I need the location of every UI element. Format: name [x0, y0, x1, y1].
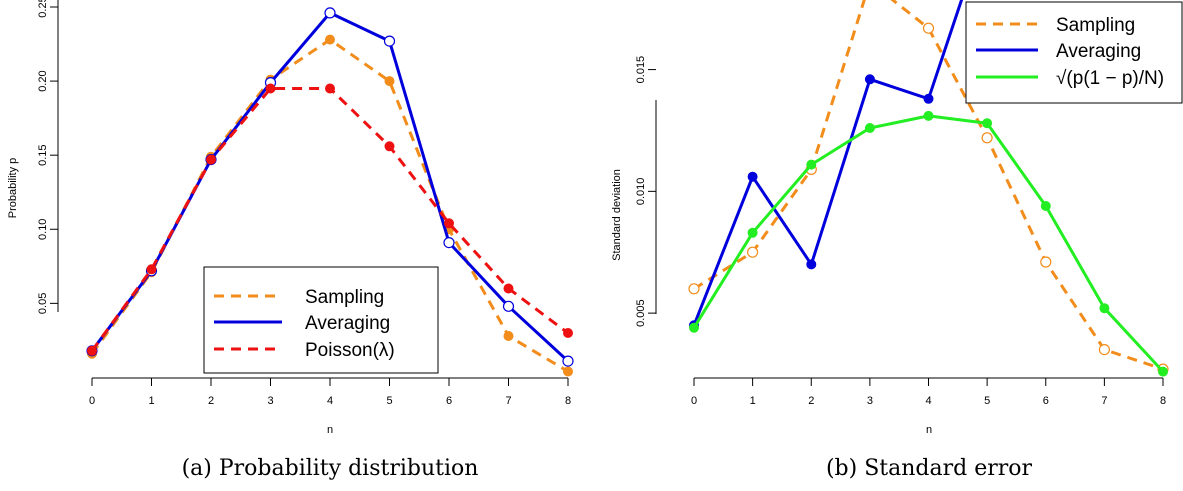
panel-a-series-1-point	[324, 7, 336, 19]
panel-b-x-tick-label: 2	[808, 395, 814, 407]
panel-a-y-axis-title: Probability p	[7, 158, 19, 219]
panel-a-x-tick-label: 0	[89, 395, 95, 407]
panel-b-x-axis-title: n	[926, 424, 932, 436]
panel-a-x-tick-label: 2	[208, 395, 214, 407]
panel-a-x-tick-label: 4	[327, 395, 333, 407]
panel-b: 0.005 0.010 0.015 Standard deviation 0 1 2 3 4…	[611, 0, 1183, 481]
panel-a-y-tick-label: 0.25	[37, 0, 49, 18]
panel-b-series-2-point	[1158, 366, 1168, 377]
panel-a-series-2-point	[503, 283, 514, 294]
panel-a-x-tick-label: 5	[386, 395, 392, 407]
panel-a-series-0-point	[503, 331, 514, 341]
panel-a-series-0-point	[384, 76, 395, 87]
panel-b-series-1-point	[864, 74, 875, 85]
panel-a-y-tick-label: 0.20	[37, 70, 49, 91]
panel-a-series-2-point	[384, 141, 395, 152]
panel-b-x-tick-label: 3	[867, 395, 873, 407]
panel-b-legend-label-sampling: Sampling	[1056, 15, 1135, 36]
panel-a-x-tick-label: 8	[565, 395, 571, 407]
panel-b-x-tick-label: 6	[1043, 395, 1049, 407]
panel-a-series-2-point	[206, 154, 216, 165]
panel-b-series-1-point	[923, 93, 934, 104]
panel-a-x-axis-title: n	[327, 424, 333, 436]
panel-b-series-2-point	[1040, 201, 1051, 211]
panel-b-y-tick-label: 0.015	[635, 56, 647, 84]
panel-a-series-0-point	[563, 366, 573, 377]
panel-a-bottom-axis: 0 1 2 3 4 5 6 7 8 n	[89, 377, 571, 436]
panel-b-y-axis-title: Standard deviation	[611, 169, 623, 261]
panel-b-y-tick-label: 0.005	[635, 299, 647, 327]
panel-b-series-0-point	[1098, 344, 1111, 356]
panel-a-legend-label-poisson: Poisson(λ)	[305, 340, 395, 361]
panel-b-caption: (b) Standard error	[826, 456, 1033, 481]
panel-a-x-tick-label: 6	[446, 395, 452, 407]
panel-b-y-ticks: 0.005 0.010 0.015	[635, 56, 656, 327]
panel-a-series-1-point	[383, 35, 396, 47]
panel-a: 0.05 0.10 0.15 0.20 0.25 Probability p 0 1 2 3 4…	[7, 0, 574, 481]
panel-a-x-tick-label: 7	[505, 395, 511, 407]
panel-b-y-tick-label: 0.010	[635, 178, 647, 206]
panel-b-series-line-0	[693, 0, 1164, 371]
panel-b-x-tick-label: 8	[1160, 395, 1166, 407]
panel-b-series-2-point	[923, 110, 934, 121]
panel-a-series-2-point	[325, 83, 335, 94]
panel-a-x-ticks: 0 1 2 3 4 5 6 7 8	[89, 378, 571, 407]
panel-b-series-0-point	[746, 246, 759, 258]
panel-a-y-ticks: 0.05 0.10 0.15 0.20 0.25	[37, 0, 58, 314]
panel-a-series-0-point	[325, 34, 335, 45]
panel-b-series-2-point	[806, 159, 817, 170]
panel-b-x-tick-label: 4	[925, 395, 931, 407]
panel-a-caption: (a) Probability distribution	[182, 456, 479, 481]
panel-a-series-2-point	[444, 218, 454, 229]
panel-b-x-tick-label: 7	[1101, 395, 1107, 407]
panel-a-left-axis: 0.05 0.10 0.15 0.20 0.25 Probability p	[7, 0, 59, 314]
panel-b-legend-box	[965, 1, 1183, 104]
panel-b-legend-label-averaging: Averaging	[1056, 41, 1141, 62]
panel-b-series-0-point	[922, 22, 935, 34]
panel-a-series-1-point	[443, 237, 455, 249]
panel-a-series-2-point	[146, 264, 157, 275]
panel-b-x-tick-label: 5	[984, 395, 990, 407]
panel-b-series-1-point	[747, 171, 758, 182]
panel-b-x-tick-label: 1	[750, 395, 756, 407]
panel-b-series-0-point	[688, 283, 700, 295]
panel-b-series-0-point	[981, 132, 993, 144]
panel-a-legend: Sampling Averaging Poisson(λ)	[203, 266, 439, 374]
panel-b-series-2-point	[747, 227, 758, 238]
panel-a-y-tick-label: 0.15	[37, 144, 49, 165]
panel-a-legend-label-averaging: Averaging	[305, 313, 390, 334]
panel-b-series-2-point	[1099, 303, 1110, 314]
panel-a-series-layer	[86, 7, 574, 377]
panel-b-left-axis: 0.005 0.010 0.015 Standard deviation	[611, 56, 657, 327]
panel-a-series-2-point	[265, 83, 276, 94]
panel-b-bottom-axis: 0 1 2 3 4 5 6 7 8 n	[691, 377, 1166, 436]
panel-b-legend-label-binomial: √(p(1 − p)/N)	[1056, 68, 1164, 89]
panel-b-series-2-point	[982, 118, 993, 129]
panel-a-series-1-point	[502, 300, 515, 312]
panel-b-series-2-point	[689, 322, 699, 333]
panel-b-series-0-point	[1040, 256, 1052, 268]
panel-b-series-line-1	[692, 0, 964, 326]
panel-a-x-tick-label: 1	[148, 395, 154, 407]
panel-b-series-2-point	[864, 123, 875, 133]
panel-a-y-tick-label: 0.10	[37, 219, 49, 240]
panel-a-series-2-point	[87, 345, 97, 356]
panel-b-series-layer	[688, 0, 1169, 377]
panel-a-y-tick-label: 0.05	[37, 293, 49, 314]
panel-b-x-tick-label: 0	[691, 395, 697, 407]
panel-a-legend-label-sampling: Sampling	[305, 287, 384, 308]
panel-a-legend-box	[203, 266, 439, 374]
panel-a-x-tick-label: 3	[267, 395, 273, 407]
panel-a-series-2-point	[563, 328, 573, 338]
panel-a-series-1-point	[562, 355, 574, 367]
panel-b-series-1-point	[806, 259, 817, 270]
panel-b-legend: Sampling Averaging √(p(1 − p)/N)	[965, 1, 1183, 104]
panel-b-x-ticks: 0 1 2 3 4 5 6 7 8	[691, 378, 1166, 407]
